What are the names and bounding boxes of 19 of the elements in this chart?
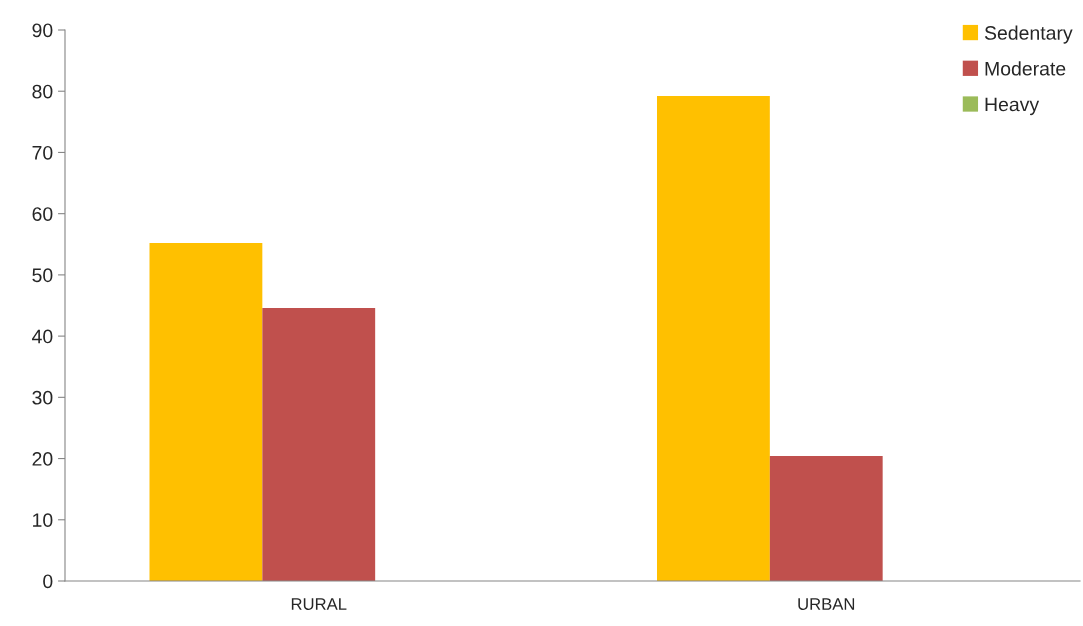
y-tick-label: 60 bbox=[32, 207, 53, 221]
legend-label: Heavy bbox=[985, 97, 1040, 116]
y-tick-label: 50 bbox=[32, 268, 53, 283]
y-tick-label: 70 bbox=[32, 145, 53, 160]
y-tick-label: 40 bbox=[32, 329, 53, 344]
y-tick-label: 10 bbox=[33, 513, 53, 528]
bar bbox=[657, 96, 770, 581]
y-tick-label: 90 bbox=[32, 23, 53, 38]
y-tick-label: 20 bbox=[32, 452, 53, 466]
y-tick-label: 0 bbox=[43, 574, 53, 589]
x-tick-label: URBAN bbox=[798, 598, 855, 610]
legend-label: Sedentary bbox=[984, 25, 1073, 44]
y-tick-label: 80 bbox=[32, 84, 53, 99]
bar bbox=[149, 243, 263, 581]
bar bbox=[262, 307, 376, 581]
x-tick-label: RURAL bbox=[291, 598, 347, 610]
bar bbox=[769, 456, 883, 581]
y-tick-label: 30 bbox=[32, 390, 53, 405]
legend-label: Moderate bbox=[985, 61, 1066, 76]
